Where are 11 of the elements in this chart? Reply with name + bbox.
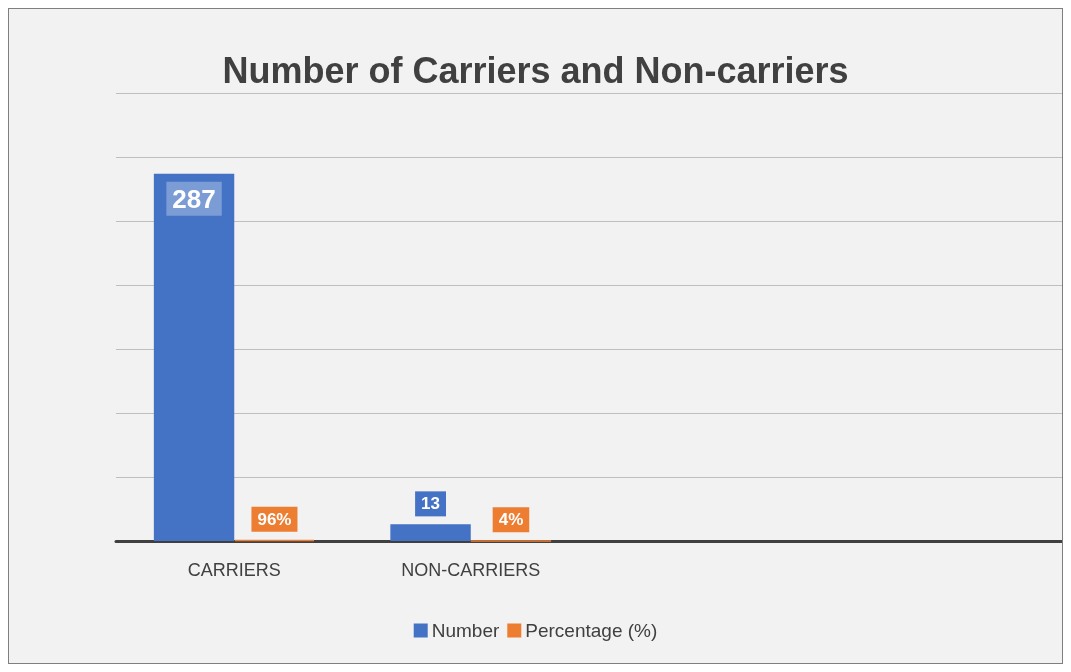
x-tick-label: CARRIERS — [187, 560, 281, 580]
data-label: 13 — [421, 494, 441, 514]
data-label: 287 — [172, 183, 216, 214]
x-tick-label: NON-CARRIERS — [401, 560, 541, 580]
data-label: 96% — [257, 509, 292, 529]
data-label: 4% — [498, 510, 524, 530]
legend-label: Percentage (%) — [525, 620, 658, 641]
chart-title: Number of Carriers and Non-carriers — [222, 49, 849, 91]
legend-label: Number — [431, 620, 500, 641]
bar — [153, 173, 235, 541]
bar — [390, 524, 471, 541]
